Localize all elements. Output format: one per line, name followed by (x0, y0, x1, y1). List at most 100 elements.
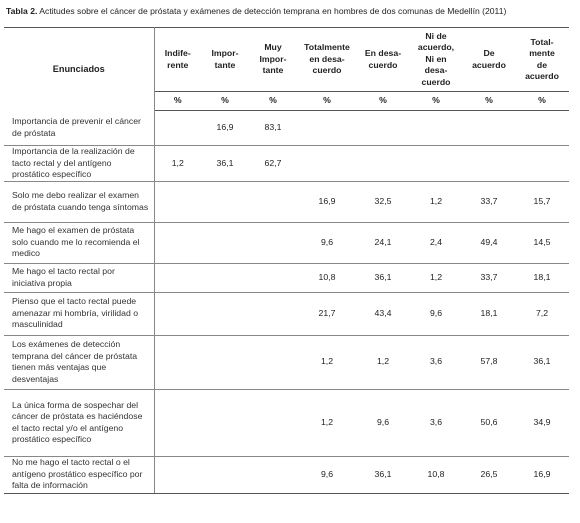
value-cell: 36,1 (515, 335, 569, 390)
value-cell: 9,6 (297, 222, 357, 264)
column-header: En desa-cuerdo (357, 27, 409, 92)
value-cell (249, 222, 297, 264)
value-cell: 2,4 (409, 222, 463, 264)
value-cell: 3,6 (409, 389, 463, 457)
value-cell: 16,9 (201, 110, 249, 146)
table-caption: Tabla 2. Actitudes sobre el cáncer de pr… (6, 5, 576, 17)
value-cell (201, 263, 249, 293)
value-cell: 16,9 (515, 456, 569, 494)
value-cell: 16,9 (297, 181, 357, 223)
value-cell (249, 456, 297, 494)
value-cell: 50,6 (463, 389, 515, 457)
value-cell (154, 263, 201, 293)
value-cell (249, 181, 297, 223)
table-row: Me hago el tacto rectal por iniciativa p… (4, 263, 569, 293)
column-header: Impor-tante (201, 27, 249, 92)
value-cell (201, 181, 249, 223)
table-row: Solo me debo realizar el examen de próst… (4, 181, 569, 223)
value-cell: 49,4 (463, 222, 515, 264)
unit-label: % (409, 91, 463, 111)
value-cell: 36,1 (201, 145, 249, 182)
unit-label: % (297, 91, 357, 111)
value-cell: 18,1 (515, 263, 569, 293)
units-row: % % % % % % % % (4, 91, 569, 111)
unit-label: % (201, 91, 249, 111)
value-cell: 14,5 (515, 222, 569, 264)
value-cell (201, 222, 249, 264)
value-cell (201, 456, 249, 494)
value-cell: 7,2 (515, 292, 569, 336)
unit-label: % (463, 91, 515, 111)
value-cell (249, 292, 297, 336)
value-cell (515, 145, 569, 182)
value-cell (201, 292, 249, 336)
value-cell: 1,2 (357, 335, 409, 390)
value-cell (463, 145, 515, 182)
value-cell (409, 145, 463, 182)
value-cell: 43,4 (357, 292, 409, 336)
value-cell: 18,1 (463, 292, 515, 336)
value-cell: 57,8 (463, 335, 515, 390)
value-cell: 33,7 (463, 263, 515, 293)
column-header: De acuerdo (463, 27, 515, 92)
value-cell (154, 335, 201, 390)
value-cell (154, 222, 201, 264)
statement-cell: Importancia de la realización de tacto r… (4, 145, 155, 182)
value-cell: 9,6 (409, 292, 463, 336)
value-cell: 83,1 (249, 110, 297, 146)
value-cell (201, 335, 249, 390)
value-cell (357, 145, 409, 182)
statement-cell: Me hago el tacto rectal por iniciativa p… (4, 263, 155, 293)
value-cell: 1,2 (409, 181, 463, 223)
value-cell (154, 181, 201, 223)
caption-text: Actitudes sobre el cáncer de próstata y … (39, 6, 507, 16)
value-cell: 9,6 (297, 456, 357, 494)
value-cell: 10,8 (409, 456, 463, 494)
column-header: Ni de acuerdo, Ni en desa-cuerdo (409, 27, 463, 92)
value-cell (201, 389, 249, 457)
value-cell: 21,7 (297, 292, 357, 336)
value-cell: 3,6 (409, 335, 463, 390)
value-cell: 36,1 (357, 263, 409, 293)
value-cell: 24,1 (357, 222, 409, 264)
header-row: Enunciados Indife-rente Impor-tante Muy I… (4, 27, 569, 111)
value-cell: 32,5 (357, 181, 409, 223)
table-row: Importancia de prevenir el cáncer de pró… (4, 110, 569, 146)
unit-label: % (154, 91, 201, 111)
value-cell (154, 389, 201, 457)
column-header: Indife-rente (154, 27, 201, 92)
table-row: No me hago el tacto rectal o el antígeno… (4, 456, 569, 494)
value-cell (154, 110, 201, 146)
value-cell: 1,2 (154, 145, 201, 182)
unit-label: % (357, 91, 409, 111)
statement-cell: Pienso que el tacto rectal puede amenaza… (4, 292, 155, 336)
value-cell (154, 456, 201, 494)
value-cell (463, 110, 515, 146)
caption-label: Tabla 2. (6, 6, 38, 16)
value-cell: 26,5 (463, 456, 515, 494)
value-cell: 1,2 (409, 263, 463, 293)
table-row: Los exámenes de detección temprana del c… (4, 335, 569, 390)
value-cell: 9,6 (357, 389, 409, 457)
value-cell: 10,8 (297, 263, 357, 293)
table-row: Pienso que el tacto rectal puede amenaza… (4, 292, 569, 336)
value-cell (297, 145, 357, 182)
table-row: Importancia de la realización de tacto r… (4, 145, 569, 182)
column-header: Total-mente de acuerdo (515, 27, 569, 92)
value-cell: 1,2 (297, 335, 357, 390)
statement-cell: La única forma de sospechar del cáncer d… (4, 389, 155, 457)
attitudes-table: Enunciados Indife-rente Impor-tante Muy I… (4, 27, 569, 494)
value-cell (297, 110, 357, 146)
value-cell (249, 389, 297, 457)
column-header: Totalmente en desa-cuerdo (297, 27, 357, 92)
value-cell (515, 110, 569, 146)
statement-cell: No me hago el tacto rectal o el antígeno… (4, 456, 155, 494)
value-cell (409, 110, 463, 146)
value-cell: 36,1 (357, 456, 409, 494)
statement-cell: Importancia de prevenir el cáncer de pró… (4, 110, 155, 146)
value-cell: 34,9 (515, 389, 569, 457)
value-cell: 15,7 (515, 181, 569, 223)
statement-cell: Me hago el examen de próstata solo cuand… (4, 222, 155, 264)
column-header: Muy Impor-tante (249, 27, 297, 92)
statement-cell: Los exámenes de detección temprana del c… (4, 335, 155, 390)
